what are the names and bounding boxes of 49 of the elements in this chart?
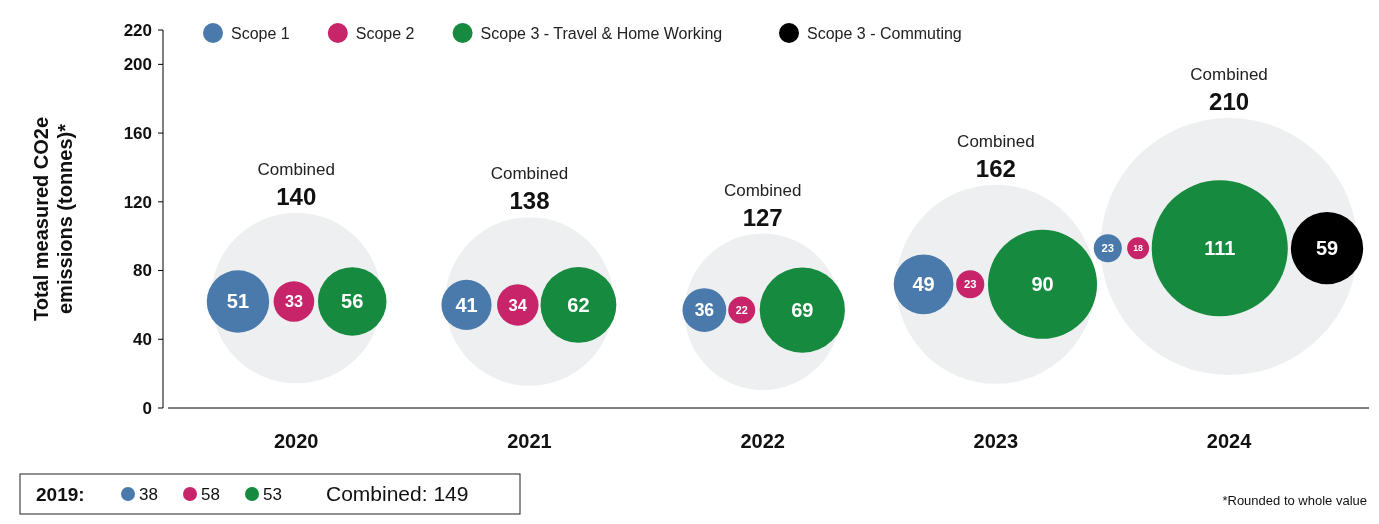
text: 2019: — [36, 483, 85, 505]
text: 58 — [201, 484, 220, 504]
text: Combined — [957, 131, 1035, 151]
y-tick-label: 200 — [123, 55, 152, 75]
annotation: 49 — [912, 273, 935, 296]
annotation: 23 — [1101, 242, 1115, 255]
annotation: 62 — [567, 293, 590, 316]
annotation: 138 — [509, 187, 550, 215]
y-tick-label: 120 — [123, 192, 152, 212]
y-tick-label: 40 — [133, 330, 152, 350]
x-tick-label: 2023 — [973, 430, 1019, 452]
annotation: 33 — [284, 292, 303, 311]
annotation: 162 — [975, 154, 1016, 182]
annotation: 210 — [1209, 87, 1250, 115]
annotation: 23 — [963, 278, 977, 291]
annotation: 51 — [226, 290, 250, 313]
text: *Rounded to whole value — [1222, 492, 1367, 508]
legend-label: Scope 2 — [355, 24, 415, 42]
text: Combined — [257, 159, 336, 179]
annotation: 140 — [276, 182, 317, 210]
legend-label: Scope 1 — [231, 24, 290, 42]
annotation: 18 — [1133, 243, 1144, 254]
text: Combined: 149 — [326, 482, 469, 506]
x-tick-label: 2020 — [274, 430, 319, 452]
annotation: 69 — [791, 299, 814, 322]
x-tick-label: 2021 — [507, 430, 552, 452]
annotation: 56 — [341, 290, 364, 313]
text: Combined — [723, 180, 802, 200]
annotation: 34 — [508, 295, 528, 315]
annotation: 127 — [742, 203, 783, 231]
annotation: 36 — [694, 300, 715, 321]
y-tick-label: 80 — [133, 261, 152, 281]
y-axis-title: Total measured CO2e emissions (tonnes)* — [30, 116, 76, 322]
y-tick-label: 160 — [123, 124, 152, 144]
text: Combined — [490, 164, 569, 184]
annotation: 90 — [1031, 273, 1054, 296]
y-tick-label: 220 — [123, 20, 152, 40]
text: Combined — [1190, 64, 1268, 84]
legend-label: Scope 3 - Commuting — [807, 24, 962, 42]
legend-label: Scope 3 - Travel & Home Working — [480, 24, 723, 42]
text: 38 — [139, 484, 158, 504]
annotation: 41 — [455, 293, 478, 316]
annotation: 22 — [735, 303, 748, 316]
text: 53 — [263, 484, 282, 504]
y-tick-label: 0 — [142, 398, 152, 418]
annotation: 111 — [1204, 237, 1236, 260]
x-tick-label: 2024 — [1206, 430, 1253, 452]
x-tick-label: 2022 — [740, 430, 785, 452]
annotation: 59 — [1315, 237, 1339, 260]
